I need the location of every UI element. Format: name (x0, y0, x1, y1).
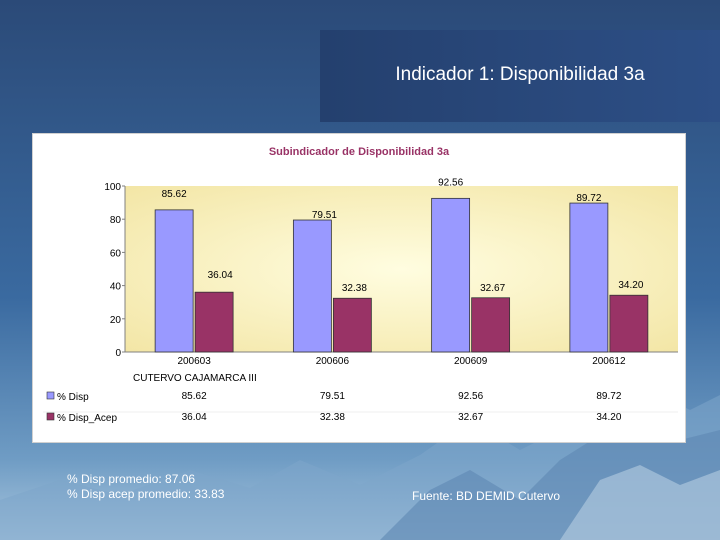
mountain-background (0, 390, 720, 540)
chart-title: Subindicador de Disponibilidad 3a (269, 146, 450, 158)
averages-note: % Disp promedio: 87.06 % Disp acep prome… (67, 472, 224, 502)
table-cell: 92.56 (458, 391, 483, 402)
slide-title: Indicador 1: Disponibilidad 3a (395, 64, 645, 85)
table-cell: 85.62 (182, 391, 207, 402)
bar-disp-acep (609, 294, 649, 353)
data-label: 92.56 (438, 177, 463, 188)
bar-disp-acep (332, 297, 372, 353)
y-tick-label: 40 (110, 282, 122, 293)
table-cell: 32.38 (320, 412, 345, 423)
y-tick-label: 100 (104, 182, 121, 193)
title-band: Indicador 1: Disponibilidad 3a (320, 30, 720, 122)
data-label: 36.04 (208, 270, 233, 281)
bar-disp (431, 197, 471, 353)
data-label: 85.62 (162, 189, 187, 200)
legend-label: % Disp (57, 392, 89, 403)
data-label: 79.51 (312, 210, 337, 221)
table-cell: 36.04 (182, 412, 207, 423)
y-tick-label: 80 (110, 215, 122, 226)
bar-disp-acep (194, 291, 234, 353)
avg-disp-text: % Disp promedio: 87.06 (67, 472, 196, 486)
bar-disp-acep (471, 297, 511, 353)
x-tick-label: 200606 (316, 356, 350, 367)
table-cell: 89.72 (596, 391, 621, 402)
y-tick-label: 0 (115, 348, 121, 359)
legend-key-disp (46, 391, 55, 400)
data-label: 34.20 (618, 280, 643, 291)
bar-chart: Subindicador de Disponibilidad 3a 0 20 40 60… (43, 146, 678, 424)
table-cell: 79.51 (320, 391, 345, 402)
avg-disp-acep-text: % Disp acep promedio: 33.83 (67, 487, 225, 501)
data-label: 89.72 (576, 193, 601, 204)
legend-label: % Disp_Acep (57, 413, 117, 424)
y-tick-label: 20 (110, 315, 122, 326)
data-label: 32.67 (480, 283, 505, 294)
legend-key-disp-acep (46, 412, 55, 421)
table-cell: 34.20 (596, 412, 621, 423)
bar-disp (569, 202, 609, 353)
x-tick-label: 200609 (454, 356, 488, 367)
x-tick-label: 200603 (177, 356, 211, 367)
chart-panel: Subindicador de Disponibilidad 3a 0 20 40 60… (32, 133, 686, 443)
category-group-label: CUTERVO CAJAMARCA III (133, 373, 257, 384)
table-cell: 32.67 (458, 412, 483, 423)
bar-disp (292, 219, 332, 353)
x-tick-label: 200612 (592, 356, 626, 367)
source-note: Fuente: BD DEMID Cutervo (412, 489, 561, 503)
data-label: 32.38 (342, 283, 367, 294)
y-tick-label: 60 (110, 248, 122, 259)
bar-disp (154, 209, 194, 353)
